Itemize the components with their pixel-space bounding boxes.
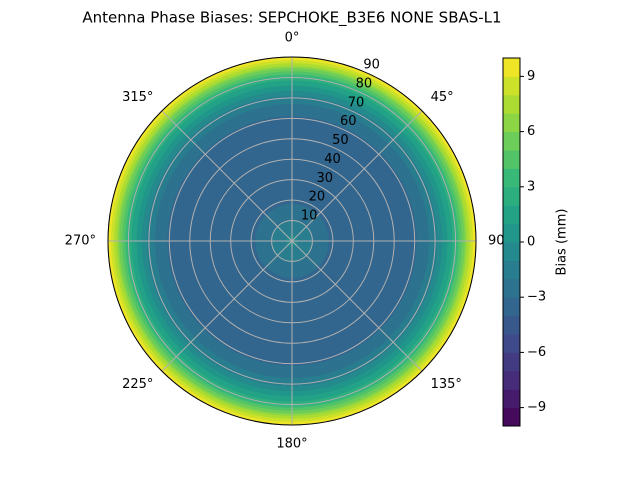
colorbar-band <box>503 94 520 114</box>
colorbar-band <box>503 260 520 280</box>
r-tick-label: 20 <box>309 190 326 205</box>
colorbar-tick-label: −9 <box>527 400 546 415</box>
colorbar-tick-label: −3 <box>527 290 546 305</box>
r-tick-label: 40 <box>324 152 341 167</box>
r-tick-label: 80 <box>356 76 373 91</box>
colorbar-band <box>503 278 520 298</box>
r-tick-label: 90 <box>363 58 380 73</box>
colorbar-band <box>503 352 520 372</box>
theta-tick-label: 315° <box>122 90 153 105</box>
theta-tick-label: 135° <box>431 377 462 392</box>
grid-spoke <box>161 240 293 372</box>
theta-tick-label: 45° <box>431 90 454 105</box>
colorbar-band <box>503 315 520 335</box>
colorbar-band <box>503 113 520 133</box>
colorbar-band <box>503 370 520 390</box>
colorbar-band <box>503 150 520 169</box>
colorbar-band <box>503 297 520 317</box>
colorbar-tick-label: 3 <box>527 179 535 194</box>
r-tick-label: 60 <box>340 114 357 129</box>
colorbar-band <box>503 76 520 96</box>
colorbar-band <box>503 186 520 206</box>
r-tick-label: 50 <box>332 133 349 148</box>
r-tick-label: 10 <box>301 209 318 224</box>
theta-tick-label: 270° <box>65 234 96 249</box>
colorbar-band <box>503 242 520 261</box>
r-tick-label: 70 <box>348 95 365 110</box>
chart-title: Antenna Phase Biases: SEPCHOKE_B3E6 NONE… <box>82 9 501 28</box>
colorbar-tick-label: −6 <box>527 345 546 360</box>
colorbar-band <box>503 334 520 353</box>
grid-spoke <box>161 110 293 242</box>
colorbar-tick-label: 6 <box>527 124 535 139</box>
grid-spoke <box>291 240 423 372</box>
colorbar-tick-label: 9 <box>527 69 535 84</box>
colorbar-band <box>503 407 520 427</box>
colorbar-tick-label: 0 <box>527 235 535 250</box>
colorbar-band <box>503 58 520 77</box>
colorbar-band <box>503 223 520 243</box>
theta-tick-label: 225° <box>122 377 153 392</box>
r-tick-label: 30 <box>316 171 333 186</box>
colorbar-band <box>503 131 520 151</box>
theta-tick-label: 180° <box>276 437 307 452</box>
polar-frame <box>107 56 477 426</box>
colorbar-band <box>503 205 520 225</box>
colorbar-label: Bias (mm) <box>555 209 570 276</box>
theta-tick-label: 0° <box>285 31 300 46</box>
colorbar-band <box>503 389 520 409</box>
colorbar-band <box>503 168 520 188</box>
grid-spoke <box>291 110 423 242</box>
